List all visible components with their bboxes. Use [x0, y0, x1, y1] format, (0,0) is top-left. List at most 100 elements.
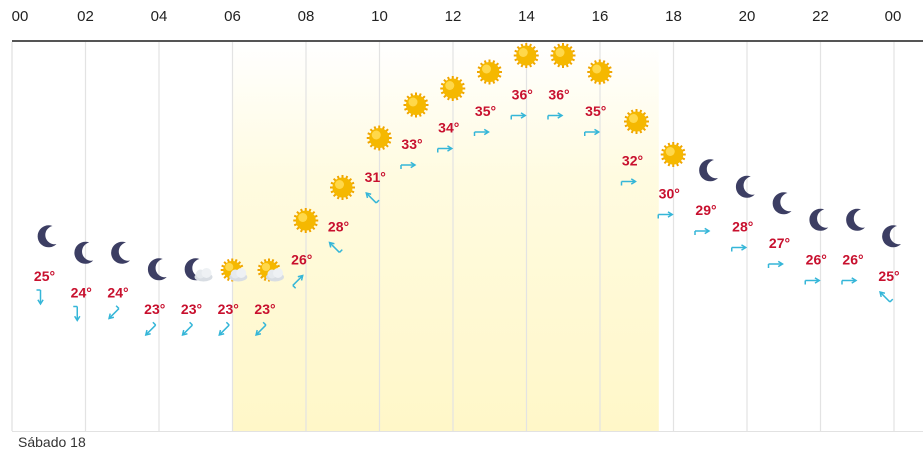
moon-icon: [735, 175, 755, 198]
sun-icon: [660, 142, 686, 167]
wind-arrow-icon: [731, 244, 748, 252]
wind-head: [108, 313, 115, 320]
wind-tail: [189, 321, 193, 326]
wind-tail: [152, 321, 157, 326]
wind-tail: [292, 284, 297, 289]
wind-tail: [262, 321, 267, 326]
sun-icon: [550, 43, 576, 68]
wind-tail: [889, 298, 894, 303]
wind-head: [144, 329, 151, 336]
wind-shaft: [108, 308, 120, 319]
wind-head: [741, 244, 748, 251]
temperature-label: 23°: [218, 301, 239, 317]
moon-shape: [111, 241, 130, 264]
wind-head: [483, 128, 490, 136]
wind-arrow-icon: [584, 128, 601, 136]
temperature-label: 23°: [254, 301, 275, 317]
temperature-label: 24°: [71, 285, 92, 301]
wind-head: [297, 274, 304, 281]
moon-icon: [846, 208, 865, 231]
wind-arrow-icon: [694, 227, 711, 235]
sun-icon: [403, 92, 429, 118]
moon-shape: [74, 241, 94, 264]
sun-highlight: [261, 262, 271, 272]
hour-tick-label: 12: [444, 8, 462, 25]
temperature-label: 36°: [512, 87, 533, 103]
temperature-label: 35°: [585, 103, 606, 119]
moon-icon: [74, 241, 94, 264]
wind-tail: [338, 249, 343, 253]
wind-arrow-icon: [400, 161, 417, 169]
moon-icon: [699, 159, 718, 182]
hour-tick-label: 18: [665, 8, 682, 25]
moon-shape: [184, 258, 204, 281]
wind-arrow-icon: [510, 112, 527, 120]
sun-icon: [293, 208, 319, 233]
wind-shaft: [255, 324, 267, 336]
wind-arrow-icon: [144, 321, 157, 336]
hour-tick-label: 06: [224, 8, 241, 25]
wind-head: [410, 161, 417, 169]
sun-highlight: [445, 81, 455, 90]
temperature-label: 34°: [438, 120, 459, 136]
temperature-label: 26°: [842, 252, 863, 268]
temperature-label: 31°: [365, 169, 386, 185]
moon-shape: [699, 159, 718, 182]
axis-line: [12, 40, 923, 42]
wind-head: [814, 277, 821, 284]
wind-arrow-icon: [181, 321, 193, 336]
wind-arrow-icon: [804, 277, 821, 285]
daylight-band: [232, 42, 659, 431]
wind-head: [73, 315, 81, 322]
temperature-label: 26°: [291, 252, 312, 268]
wind-arrow-icon: [292, 274, 304, 289]
wind-shaft: [329, 242, 340, 253]
moon-icon: [37, 225, 57, 248]
wind-head: [365, 192, 372, 199]
wind-arrow-icon: [879, 291, 894, 303]
sun-highlight: [629, 114, 638, 123]
hour-tick-label: 00: [884, 8, 902, 25]
sun-highlight: [335, 180, 344, 189]
temperature-label: 27°: [769, 235, 790, 251]
hour-tick-label: 02: [77, 8, 94, 25]
moon-icon: [772, 192, 792, 215]
wind-head: [704, 227, 711, 235]
wind-head: [218, 329, 225, 336]
moon-icon: [111, 241, 130, 264]
hour-tick-label: 16: [591, 8, 609, 25]
moon-shape: [735, 175, 755, 198]
wind-tail: [375, 199, 380, 204]
sun-highlight: [665, 147, 675, 156]
wind-arrow-icon: [547, 112, 564, 120]
moon-shape: [809, 208, 829, 231]
temperature-label: 33°: [401, 136, 422, 152]
cloud-part: [273, 268, 283, 278]
wind-head: [37, 299, 44, 306]
wind-shaft: [182, 324, 193, 336]
wind-head: [851, 277, 858, 284]
temperature-label: 30°: [659, 186, 680, 202]
temperature-label: 24°: [107, 285, 128, 301]
sun-highlight: [518, 48, 528, 57]
temperature-label: 29°: [695, 202, 716, 218]
moon-shape: [147, 258, 167, 281]
hour-tick-label: 00: [11, 8, 29, 25]
wind-arrow-icon: [473, 128, 490, 136]
wind-arrow-icon: [657, 211, 674, 219]
wind-head: [630, 178, 637, 185]
temperature-label: 25°: [878, 268, 899, 284]
sun-icon: [330, 175, 355, 200]
wind-arrow-icon: [108, 305, 120, 320]
hour-tick-label: 20: [738, 8, 756, 25]
sun-icon: [513, 43, 539, 68]
wind-arrow-icon: [255, 321, 267, 336]
hour-tick-label: 10: [371, 8, 388, 25]
moon-shape: [37, 225, 57, 248]
temperature-label: 25°: [34, 268, 55, 284]
sun-highlight: [555, 48, 565, 57]
moon-shape: [772, 192, 792, 215]
temperature-label: 28°: [328, 219, 349, 235]
sun-highlight: [408, 97, 418, 107]
